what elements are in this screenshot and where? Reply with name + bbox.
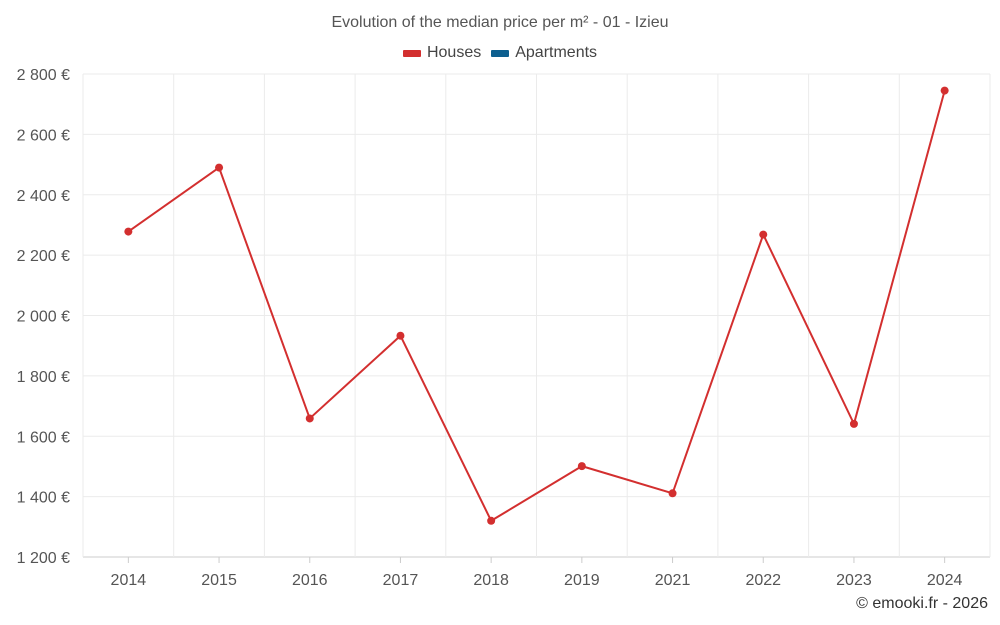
x-tick-label: 2019 <box>564 572 600 589</box>
x-tick-label: 2018 <box>473 572 509 589</box>
data-point <box>124 227 133 236</box>
data-point <box>940 86 949 95</box>
y-tick-label: 1 200 € <box>17 550 70 567</box>
data-point <box>396 331 405 340</box>
legend-item-houses[interactable]: Houses <box>402 44 482 62</box>
y-tick-label: 2 600 € <box>17 127 70 144</box>
x-tick-label: 2021 <box>655 572 691 589</box>
legend-item-apartments[interactable]: Apartments <box>491 44 597 62</box>
y-tick-label: 2 400 € <box>17 188 70 205</box>
y-tick-label: 1 600 € <box>17 429 70 446</box>
data-point <box>849 419 858 428</box>
data-point <box>487 516 496 525</box>
x-tick-label: 2024 <box>927 572 963 589</box>
data-point <box>215 163 224 172</box>
y-tick-label: 2 800 € <box>17 67 70 84</box>
legend-swatch-apartments <box>491 49 510 57</box>
legend: Houses Apartments <box>0 44 1000 62</box>
y-tick-label: 2 200 € <box>17 248 70 265</box>
chart-title: Evolution of the median price per m² - 0… <box>331 14 669 31</box>
y-tick-label: 2 000 € <box>17 309 70 326</box>
legend-label-apartments: Apartments <box>515 44 598 61</box>
legend-swatch-houses <box>402 49 421 57</box>
x-tick-label: 2016 <box>292 572 328 589</box>
x-tick-label: 2015 <box>201 572 237 589</box>
credit-text: © emooki.fr - 2026 <box>856 595 988 612</box>
legend-label-houses: Houses <box>426 44 482 61</box>
x-tick-label: 2014 <box>111 572 147 589</box>
series-line-houses <box>127 90 946 522</box>
data-point <box>305 414 314 423</box>
y-tick-label: 1 800 € <box>17 369 70 386</box>
data-point <box>668 489 677 498</box>
x-tick-label: 2023 <box>836 572 872 589</box>
data-point <box>577 462 586 471</box>
x-tick-label: 2022 <box>745 572 781 589</box>
y-tick-label: 1 400 € <box>17 490 70 507</box>
x-tick-label: 2017 <box>383 572 419 589</box>
data-point <box>759 230 768 239</box>
